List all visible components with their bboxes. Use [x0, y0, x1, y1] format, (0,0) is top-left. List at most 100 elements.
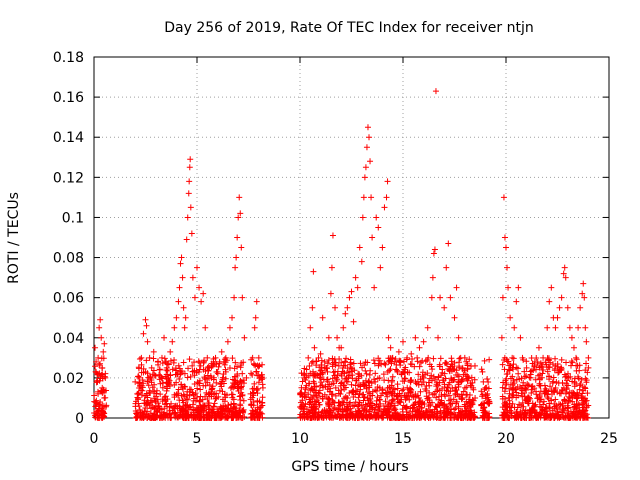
data-point: [298, 384, 305, 391]
data-point: [181, 411, 188, 418]
data-point: [359, 214, 366, 221]
data-point: [404, 384, 411, 391]
data-point: [520, 356, 527, 363]
data-point: [195, 411, 202, 418]
data-point: [387, 358, 394, 365]
data-point: [546, 400, 553, 407]
data-point: [506, 362, 513, 369]
x-tick-label: 0: [90, 431, 99, 447]
data-point: [448, 361, 455, 368]
data-point: [359, 414, 366, 421]
data-point: [186, 178, 193, 185]
data-point: [425, 354, 432, 361]
data-point: [204, 372, 211, 379]
data-point: [375, 362, 382, 369]
data-point: [210, 403, 217, 410]
data-point: [157, 380, 164, 387]
data-point: [198, 298, 205, 305]
data-point: [171, 405, 178, 412]
data-point: [426, 361, 433, 368]
data-point: [470, 386, 477, 393]
data-point: [527, 368, 534, 375]
data-point: [202, 324, 209, 331]
data-point: [558, 356, 565, 363]
data-point: [363, 144, 370, 151]
data-point: [219, 407, 226, 414]
data-point: [517, 334, 524, 341]
data-point: [98, 407, 105, 414]
data-point: [368, 194, 375, 201]
data-point: [315, 389, 322, 396]
data-point: [523, 386, 530, 393]
data-point: [550, 378, 557, 385]
data-point: [554, 314, 561, 321]
data-point: [426, 399, 433, 406]
data-point: [204, 395, 211, 402]
data-point: [501, 234, 508, 241]
data-point: [396, 390, 403, 397]
data-point: [372, 370, 379, 377]
data-point: [471, 362, 478, 369]
data-point: [365, 400, 372, 407]
data-point: [354, 388, 361, 395]
data-point: [229, 391, 236, 398]
data-point: [466, 391, 473, 398]
data-point: [97, 316, 104, 323]
data-point: [584, 390, 591, 397]
data-point: [567, 408, 574, 415]
data-point: [513, 298, 520, 305]
data-point: [166, 383, 173, 390]
data-point: [445, 240, 452, 247]
data-point: [562, 398, 569, 405]
data-point: [463, 358, 470, 365]
data-point: [161, 334, 168, 341]
data-point: [255, 379, 262, 386]
data-point: [480, 409, 487, 416]
data-point: [337, 413, 344, 420]
data-point: [325, 400, 332, 407]
data-point: [194, 385, 201, 392]
data-point: [526, 374, 533, 381]
data-point: [339, 398, 346, 405]
data-point: [462, 384, 469, 391]
data-point: [509, 373, 516, 380]
data-point: [196, 398, 203, 405]
data-point: [503, 379, 510, 386]
data-point: [185, 190, 192, 197]
data-point: [478, 366, 485, 373]
data-point: [341, 359, 348, 366]
data-point: [357, 360, 364, 367]
data-point: [573, 395, 580, 402]
data-point: [183, 236, 190, 243]
data-point: [162, 401, 169, 408]
data-point: [319, 395, 326, 402]
data-point: [387, 413, 394, 420]
data-point: [506, 385, 513, 392]
data-point: [455, 405, 462, 412]
data-point: [415, 371, 422, 378]
data-point: [412, 334, 419, 341]
data-point: [377, 392, 384, 399]
data-point: [342, 310, 349, 317]
data-point: [186, 164, 193, 171]
data-point: [311, 383, 318, 390]
data-point: [227, 405, 234, 412]
data-point: [342, 375, 349, 382]
data-point: [207, 373, 214, 380]
data-point: [450, 396, 457, 403]
data-point: [457, 378, 464, 385]
data-point: [498, 334, 505, 341]
data-point: [363, 370, 370, 377]
data-point: [352, 399, 359, 406]
data-point: [238, 244, 245, 251]
data-point: [254, 362, 261, 369]
data-point: [179, 408, 186, 415]
data-point: [461, 403, 468, 410]
data-point: [429, 391, 436, 398]
data-point: [453, 398, 460, 405]
data-point: [572, 392, 579, 399]
data-point: [236, 393, 243, 400]
data-point: [140, 330, 147, 337]
data-point: [532, 366, 539, 373]
